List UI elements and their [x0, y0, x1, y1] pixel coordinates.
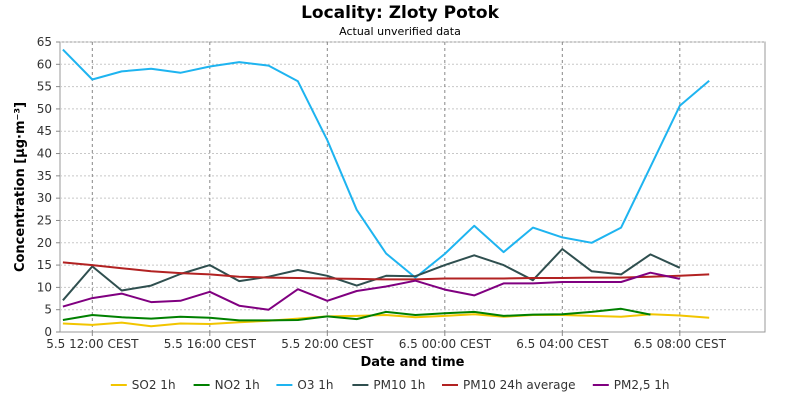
y-tick-label: 20 — [37, 236, 52, 250]
chart-title: Locality: Zloty Potok — [301, 3, 500, 23]
x-tick-label: 6.5 08:00 CEST — [634, 337, 727, 351]
x-tick-label: 5.5 12:00 CEST — [46, 337, 139, 351]
series-line-5 — [62, 261, 710, 281]
legend-label-5: PM10 24h average — [463, 378, 576, 392]
y-tick-label: 60 — [37, 57, 52, 71]
plot-area — [59, 41, 766, 333]
y-tick-label: 25 — [37, 213, 52, 227]
legend-label-1: SO2 1h — [132, 378, 176, 392]
y-tick-label: 45 — [37, 124, 52, 138]
y-tick-label: 65 — [37, 35, 52, 49]
y-axis-label: Concentration [µg·m⁻³] — [13, 102, 28, 272]
legend-label-2: NO2 1h — [215, 378, 260, 392]
x-tick-label: 5.5 16:00 CEST — [164, 337, 257, 351]
series-line-4 — [62, 248, 681, 301]
x-axis-label: Date and time — [360, 355, 464, 370]
y-tick-label: 50 — [37, 102, 52, 116]
y-tick-label: 10 — [37, 280, 52, 294]
y-tick-label: 5 — [44, 303, 52, 317]
x-tick-label: 5.5 20:00 CEST — [281, 337, 374, 351]
y-tick-label: 40 — [37, 147, 52, 161]
series-line-6 — [62, 271, 681, 311]
legend-label-3: O3 1h — [297, 378, 333, 392]
legend-label-4: PM10 1h — [373, 378, 425, 392]
series-line-1 — [62, 313, 710, 328]
y-tick-label: 0 — [44, 325, 52, 339]
x-tick-label: 6.5 04:00 CEST — [516, 337, 609, 351]
y-tick-label: 55 — [37, 80, 52, 94]
y-tick-label: 30 — [37, 191, 52, 205]
y-tick-label: 15 — [37, 258, 52, 272]
y-tick-label: 35 — [37, 169, 52, 183]
series-line-3 — [62, 48, 710, 279]
x-tick-label: 6.5 00:00 CEST — [399, 337, 492, 351]
legend-label-6: PM2,5 1h — [614, 378, 670, 392]
chart-subtitle: Actual unverified data — [339, 25, 461, 38]
